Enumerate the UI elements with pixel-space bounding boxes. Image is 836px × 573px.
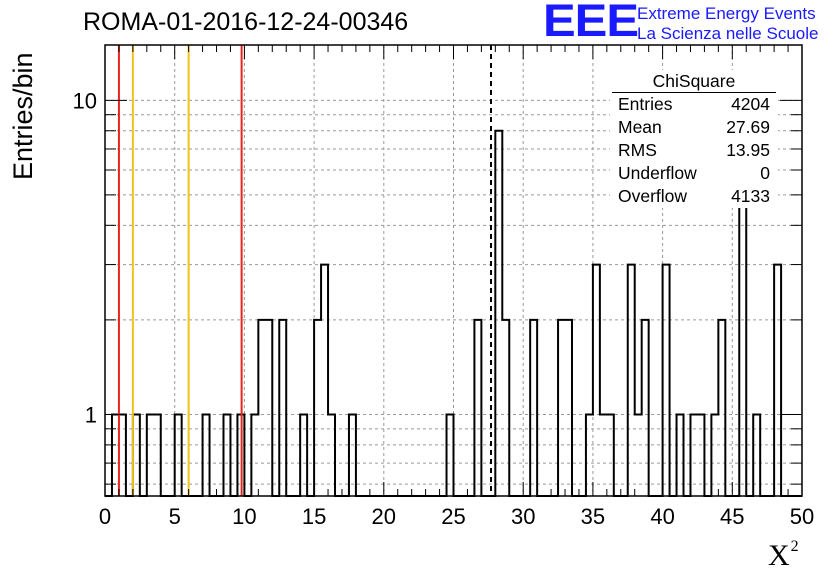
y-tick-label: 10: [73, 88, 97, 113]
stats-row-overflow: Overflow 4133: [610, 185, 778, 208]
x-tick-label: 20: [372, 504, 396, 529]
y-tick-label: 1: [85, 402, 97, 427]
stats-value: 0: [760, 163, 770, 183]
stats-box: ChiSquare Entries 4204 Mean 27.69 RMS 13…: [610, 70, 778, 208]
x-tick-label: 50: [790, 504, 814, 529]
x-axis-label-superscript: 2: [790, 538, 799, 555]
histogram-bin: [321, 265, 328, 496]
histogram-bin: [593, 265, 600, 496]
histogram-bin: [558, 320, 565, 496]
histogram-bin: [663, 265, 670, 496]
stats-row-entries: Entries 4204: [610, 93, 778, 116]
stats-value: 27.69: [726, 117, 770, 137]
x-tick-label: 30: [511, 504, 535, 529]
histogram-bin: [258, 320, 265, 496]
histogram-bin: [502, 320, 509, 496]
histogram-bin: [474, 320, 481, 496]
histogram-bin: [739, 195, 746, 496]
histogram-bin: [565, 320, 572, 496]
histogram-bin: [279, 320, 286, 496]
stats-label: Underflow: [618, 163, 697, 183]
x-tick-label: 25: [441, 504, 465, 529]
stats-row-rms: RMS 13.95: [610, 139, 778, 162]
logo-line-1: Extreme Energy Events: [637, 4, 816, 23]
histogram-bin: [642, 320, 649, 496]
stats-title: ChiSquare: [612, 70, 776, 93]
stats-label: Entries: [618, 94, 673, 114]
stats-row-underflow: Underflow 0: [610, 162, 778, 185]
stats-value: 4204: [731, 94, 770, 114]
x-tick-label: 45: [720, 504, 744, 529]
x-axis-label-symbol: X: [768, 539, 790, 572]
stats-value: 4133: [731, 186, 770, 206]
stats-label: Mean: [618, 117, 662, 137]
x-tick-label: 40: [650, 504, 674, 529]
x-tick-label: 0: [99, 504, 111, 529]
logo-line-2: La Scienza nelle Scuole: [637, 24, 819, 43]
histogram-bin: [265, 320, 272, 496]
histogram-bin: [530, 320, 537, 496]
stats-value: 13.95: [726, 140, 770, 160]
stats-label: RMS: [618, 140, 657, 160]
x-tick-label: 5: [169, 504, 181, 529]
histogram-bin: [718, 320, 725, 496]
histogram-bin: [628, 265, 635, 496]
histogram-bin: [314, 320, 321, 496]
x-tick-label: 10: [232, 504, 256, 529]
stats-label: Overflow: [618, 186, 688, 206]
x-tick-label: 15: [302, 504, 326, 529]
histogram-bin: [495, 131, 502, 496]
x-axis-label: X2: [768, 538, 799, 573]
eee-logo-letters: EEE: [543, 0, 639, 47]
histogram-bin: [774, 265, 781, 496]
stats-row-mean: Mean 27.69: [610, 116, 778, 139]
x-tick-label: 35: [581, 504, 605, 529]
chart-title: ROMA-01-2016-12-24-00346: [83, 8, 409, 36]
